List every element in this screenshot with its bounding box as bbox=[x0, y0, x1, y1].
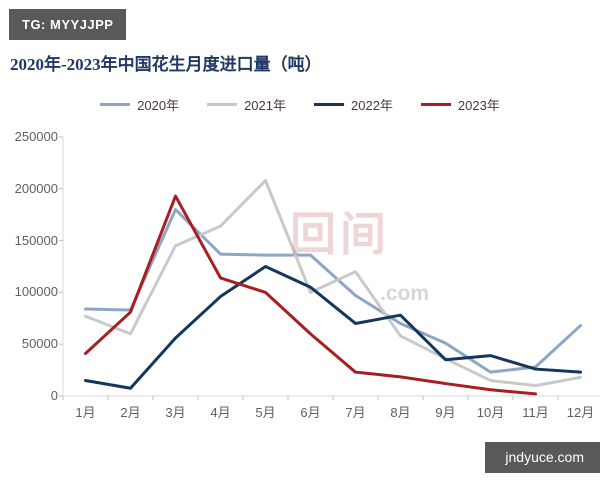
x-tick-label: 1月 bbox=[75, 405, 96, 420]
legend-swatch bbox=[420, 103, 451, 106]
x-tick-label: 12月 bbox=[566, 405, 595, 420]
y-tick-label: 50000 bbox=[21, 336, 58, 352]
series-line-2022年 bbox=[84, 265, 582, 390]
y-tick-label: 250000 bbox=[14, 129, 58, 144]
x-tick-label: 10月 bbox=[476, 405, 505, 420]
y-tick-label: 150000 bbox=[14, 232, 58, 248]
x-tick-label: 4月 bbox=[210, 405, 231, 420]
series-line-2021年 bbox=[84, 179, 582, 388]
y-tick-label: 0 bbox=[50, 388, 58, 403]
x-tick-label: 11月 bbox=[522, 405, 549, 420]
legend-swatch bbox=[314, 103, 344, 106]
legend-swatch bbox=[207, 103, 238, 106]
legend-item-2020年: 2020年 bbox=[100, 95, 179, 114]
x-tick-label: 8月 bbox=[390, 405, 411, 420]
site-badge-label: jndyuce.com bbox=[505, 449, 584, 465]
x-tick-label: 7月 bbox=[345, 405, 366, 420]
legend-label: 2020年 bbox=[137, 98, 180, 113]
tg-badge: TG: MYYJJPP bbox=[9, 9, 127, 40]
series-line-2020年 bbox=[84, 208, 582, 374]
site-badge: jndyuce.com bbox=[485, 442, 600, 473]
x-tick-label: 2月 bbox=[120, 405, 141, 420]
y-tick-label: 100000 bbox=[14, 284, 58, 300]
legend-item-2022年: 2022年 bbox=[314, 95, 393, 114]
chart-legend: 2020年 2021年 2022年 2023年 bbox=[0, 95, 600, 114]
chart-svg bbox=[59, 136, 600, 400]
chart-title: 2020年-2023年中国花生月度进口量（吨） bbox=[10, 55, 322, 74]
x-tick-label: 6月 bbox=[300, 405, 321, 420]
legend-swatch bbox=[100, 103, 131, 106]
y-tick-label: 200000 bbox=[14, 180, 58, 196]
legend-item-2021年: 2021年 bbox=[207, 95, 286, 114]
series-line-2023年 bbox=[84, 194, 537, 396]
x-tick-label: 3月 bbox=[165, 405, 186, 420]
legend-label: 2023年 bbox=[457, 98, 500, 113]
legend-label: 2022年 bbox=[351, 98, 393, 113]
legend-item-2023年: 2023年 bbox=[420, 95, 500, 114]
legend-label: 2021年 bbox=[244, 98, 286, 113]
tg-badge-label: TG: MYYJJPP bbox=[22, 17, 114, 32]
x-tick-label: 5月 bbox=[255, 405, 276, 420]
x-tick-label: 9月 bbox=[435, 405, 456, 420]
